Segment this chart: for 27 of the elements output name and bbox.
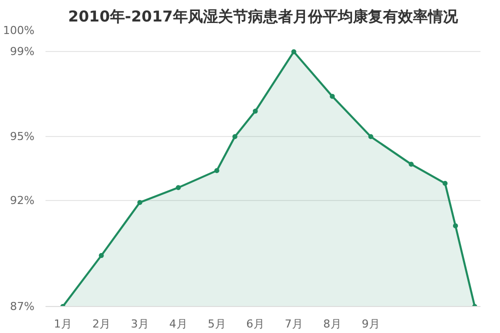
x-tick-label: 4月 xyxy=(169,318,188,330)
y-tick-label: 99% xyxy=(10,45,35,58)
x-tick-label: 7月 xyxy=(284,318,303,330)
point xyxy=(252,108,258,114)
y-tick-label: 100% xyxy=(3,24,35,37)
x-tick-label: 1月 xyxy=(54,318,72,330)
point xyxy=(291,49,296,54)
point xyxy=(214,168,220,174)
point xyxy=(330,94,335,99)
x-tick-label: 6月 xyxy=(246,318,264,330)
point xyxy=(368,134,374,140)
point xyxy=(137,200,142,205)
x-tick-label: 2月 xyxy=(92,318,110,330)
y-tick-label: 95% xyxy=(10,130,35,144)
y-tick-label: 92% xyxy=(10,194,35,207)
point xyxy=(452,223,458,228)
point xyxy=(98,253,104,258)
x-tick-label: 9月 xyxy=(362,318,380,330)
x-tick-label: 3月 xyxy=(130,318,149,330)
point xyxy=(442,180,448,186)
point xyxy=(408,162,414,167)
chart-title: 2010年-2017年风湿关节病患者月份平均康复有效率情况 xyxy=(68,8,459,26)
point xyxy=(176,185,181,190)
y-tick-label: 87% xyxy=(10,300,35,313)
x-tick-label: 5月 xyxy=(208,318,226,330)
x-tick-label: 8月 xyxy=(323,318,342,330)
point xyxy=(232,134,238,140)
